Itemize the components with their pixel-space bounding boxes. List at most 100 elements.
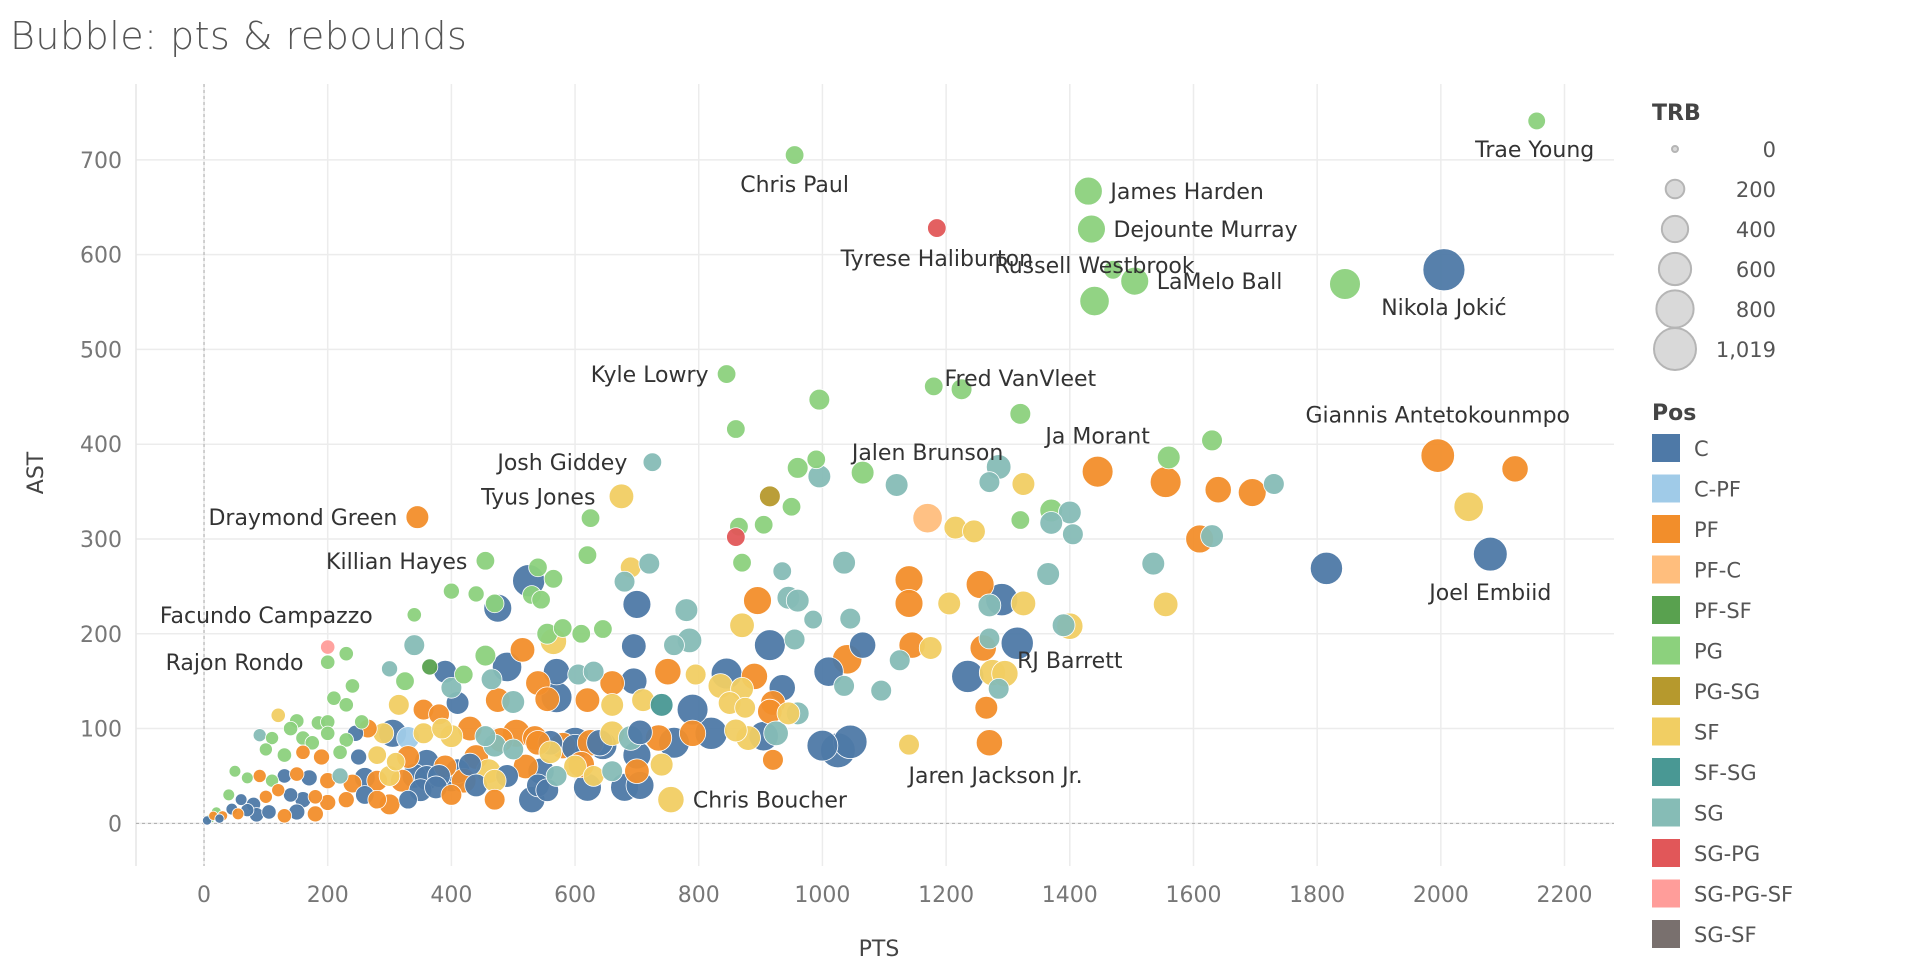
point-label: Dejounte Murray (1113, 218, 1297, 243)
data-point (924, 376, 944, 397)
data-point (306, 805, 324, 823)
zero-reference-lines (136, 84, 1614, 866)
data-point (898, 733, 920, 756)
data-point (270, 707, 286, 723)
data-point (222, 788, 236, 802)
color-legend-swatch (1652, 474, 1680, 503)
data-point (405, 505, 430, 529)
size-legend-label: 400 (1736, 218, 1776, 242)
data-point (231, 807, 245, 821)
data-point (1009, 403, 1032, 425)
data-point (732, 552, 752, 573)
data-point (258, 789, 273, 804)
point-label: RJ Barrett (1017, 649, 1123, 674)
x-tick-label: 1600 (1165, 883, 1221, 908)
data-point (786, 457, 809, 479)
data-point (406, 607, 422, 623)
color-legend-label: SG-PG (1694, 842, 1760, 866)
data-point (622, 590, 652, 619)
data-point (638, 552, 661, 575)
point-label: Chris Paul (740, 173, 849, 198)
data-point (927, 218, 947, 238)
data-point (265, 731, 280, 746)
data-point (726, 527, 746, 547)
x-tick-label: 2000 (1413, 883, 1469, 908)
data-point (1103, 260, 1123, 280)
data-point (320, 725, 336, 741)
data-point (1149, 466, 1182, 498)
point-label: Russell Westbrook (994, 254, 1194, 279)
data-point (234, 793, 248, 806)
data-point (582, 765, 605, 787)
point-label: Tyrese Haliburton (840, 247, 1033, 272)
data-point (781, 497, 802, 517)
data-point (528, 557, 548, 578)
data-point (480, 668, 503, 691)
y-axis-title: AST (24, 451, 49, 494)
size-legend-marker (1657, 251, 1693, 287)
data-point (839, 607, 862, 630)
data-point (421, 658, 439, 676)
data-point (679, 719, 707, 747)
data-point (1200, 524, 1224, 548)
data-point (806, 729, 839, 762)
data-point (403, 634, 426, 656)
color-legend-swatch (1652, 839, 1680, 867)
point-label: Jalen Brunson (850, 441, 1003, 466)
data-point (1201, 429, 1223, 452)
data-point (458, 752, 482, 777)
data-point (252, 768, 267, 783)
data-point (962, 519, 986, 544)
color-legend-label: SF-SG (1694, 761, 1757, 785)
data-point (951, 659, 985, 693)
data-point (1010, 510, 1031, 530)
y-tick-label: 300 (80, 528, 122, 553)
color-legend-swatch (1652, 798, 1680, 827)
data-point (1473, 536, 1508, 572)
data-point (1062, 523, 1084, 546)
data-point (367, 745, 387, 765)
color-legend: Pos C C-PF PF PF-C PF-SF PG PG-SG SF SF-SG SG SG-P… (1652, 401, 1793, 948)
color-legend-label: PG-SG (1694, 680, 1760, 704)
y-tick-label: 0 (108, 812, 122, 837)
x-tick-label: 600 (554, 883, 596, 908)
point-label: Chris Boucher (693, 789, 848, 814)
size-legend: TRB 0 200 400 600 800 1,019 (1652, 101, 1776, 371)
data-point (332, 744, 348, 760)
bubble-layer (202, 111, 1546, 826)
point-label: LaMelo Ball (1157, 270, 1283, 295)
size-legend-label: 1,019 (1716, 338, 1776, 362)
color-legend-label: C-PF (1694, 478, 1741, 502)
data-point (545, 765, 568, 787)
data-point (261, 804, 277, 820)
data-point (978, 471, 1001, 493)
data-point (1204, 476, 1232, 504)
data-point (1263, 473, 1285, 495)
data-point (440, 676, 463, 699)
data-point (338, 732, 354, 748)
point-label: Joel Embiid (1427, 581, 1551, 606)
data-point (726, 419, 746, 439)
data-point (729, 612, 755, 638)
data-point (367, 789, 387, 810)
y-axis-ticks: 0 100 200 300 400 500 600 700 (80, 149, 122, 838)
size-legend-label: 600 (1736, 258, 1776, 282)
x-tick-label: 1000 (794, 883, 850, 908)
x-tick-label: 1800 (1289, 883, 1345, 908)
size-legend-marker (1653, 327, 1697, 371)
x-tick-label: 400 (430, 883, 472, 908)
size-legend-marker (1660, 214, 1690, 244)
data-point (386, 752, 406, 772)
data-point (484, 593, 505, 614)
size-legend-marker (1664, 178, 1686, 200)
color-legend-label: PG (1694, 640, 1723, 664)
data-point (313, 748, 330, 766)
data-point (331, 767, 349, 785)
data-point (531, 589, 551, 610)
data-point (241, 771, 254, 785)
data-point (258, 742, 273, 757)
color-legend-swatch (1652, 555, 1680, 584)
data-point (716, 364, 737, 384)
data-point (784, 145, 805, 165)
x-axis-title: PTS (859, 937, 900, 962)
